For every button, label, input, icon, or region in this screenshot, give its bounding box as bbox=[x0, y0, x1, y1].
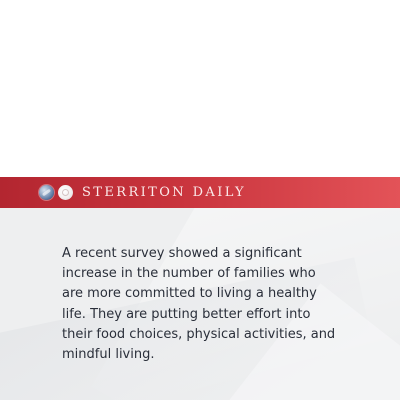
globe-logo-icon bbox=[39, 185, 54, 200]
article-panel bbox=[0, 208, 400, 400]
article-line: are more committed to living a healthy bbox=[62, 286, 317, 302]
article-line: life. They are putting better effort int… bbox=[62, 306, 311, 322]
blank-top-area bbox=[0, 0, 400, 177]
article-line: their food choices, physical activities,… bbox=[62, 326, 336, 342]
article-line: increase in the number of families who bbox=[62, 266, 316, 282]
article-line: A recent survey showed a significant bbox=[62, 246, 302, 261]
article-text: A recent survey showed a significant inc… bbox=[62, 244, 352, 365]
article-line: mindful living. bbox=[62, 347, 155, 363]
masthead-title: STERRITON DAILY bbox=[82, 185, 246, 200]
seal-icon bbox=[58, 185, 73, 200]
